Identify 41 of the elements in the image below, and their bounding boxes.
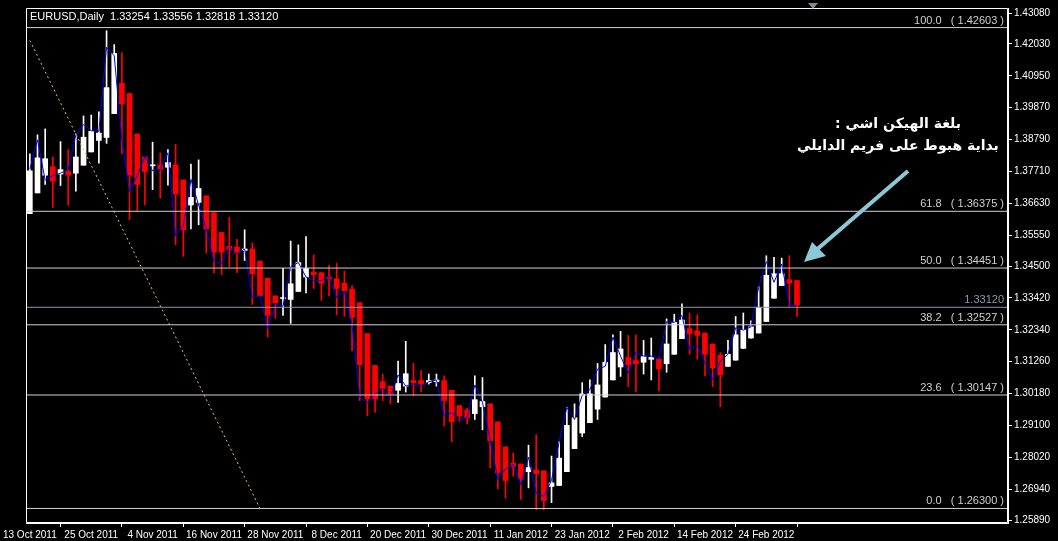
ref-line-label: 1.33120 — [964, 293, 1004, 306]
ref-line-label: 100.0 ( 1.42603 ) — [914, 13, 1004, 26]
x-tick-label: 20 Dec 2011 — [370, 528, 427, 540]
y-tick-label: 1.25890 — [1014, 513, 1051, 525]
x-tick-label: 30 Dec 2011 — [431, 528, 488, 540]
y-tick-label: 1.29100 — [1014, 419, 1051, 431]
y-tick-label: 1.40950 — [1014, 69, 1051, 81]
x-tick-label: 4 Nov 2011 — [127, 528, 179, 540]
y-tick-label: 1.28020 — [1014, 450, 1051, 462]
y-tick-label: 1.32340 — [1014, 323, 1051, 335]
y-tick-label: 1.37710 — [1014, 165, 1051, 177]
y-tick-label: 1.38790 — [1014, 133, 1051, 145]
y-tick-label: 1.33420 — [1014, 291, 1051, 303]
x-tick-label: 8 Dec 2011 — [311, 528, 363, 540]
candlestick — [257, 260, 263, 297]
x-tick-label: 13 Oct 2011 — [2, 528, 58, 540]
y-tick-label: 1.30180 — [1014, 387, 1051, 399]
x-tick-label: 2 Feb 2012 — [618, 528, 670, 540]
ref-line-label: 61.8 ( 1.36375 ) — [920, 197, 1004, 210]
ref-line-label: 0.0 ( 1.26300 ) — [926, 494, 1004, 507]
x-tick-label: 25 Oct 2011 — [64, 528, 119, 540]
x-tick-label: 23 Jan 2012 — [554, 528, 611, 540]
x-tick-label: 14 Feb 2012 — [676, 528, 734, 540]
y-tick-label: 1.39870 — [1014, 101, 1051, 113]
y-tick-label: 1.34500 — [1014, 259, 1051, 271]
y-tick-label: 1.42030 — [1014, 37, 1051, 49]
x-tick-label: 24 Feb 2012 — [738, 528, 795, 540]
ref-line-label: 50.0 ( 1.34451 ) — [920, 254, 1004, 267]
y-tick-label: 1.35550 — [1014, 228, 1051, 240]
chart-title: EURUSD,Daily 1.33254 1.33556 1.32818 1.33120 — [30, 9, 279, 22]
y-tick-label: 1.31260 — [1014, 355, 1051, 367]
ref-line-label: 23.6 ( 1.30147 ) — [920, 381, 1004, 394]
x-tick-label: 11 Jan 2012 — [493, 528, 549, 540]
x-tick-label: 16 Nov 2011 — [185, 528, 243, 540]
y-tick-label: 1.26940 — [1014, 482, 1051, 494]
y-tick-label: 1.43080 — [1014, 6, 1051, 18]
ref-line-label: 38.2 ( 1.32527 ) — [920, 310, 1004, 323]
text: بلغة الهيكن اشي : — [833, 114, 963, 134]
annotation: بداية هبوط على فريم الدايلي — [796, 136, 1000, 156]
x-tick-label: 28 Nov 2011 — [247, 528, 304, 540]
y-tick-label: 1.36630 — [1014, 197, 1051, 209]
